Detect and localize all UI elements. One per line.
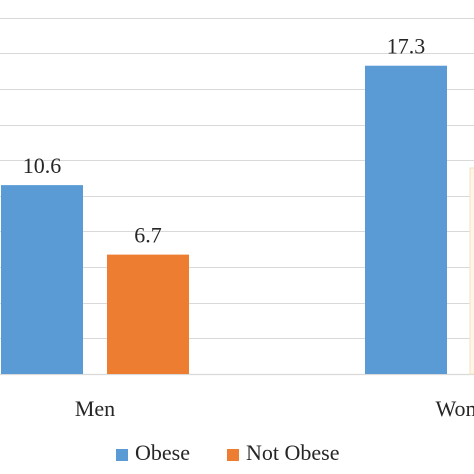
legend-label-not-obese: Not Obese — [246, 440, 339, 465]
bar-partial-edge — [469, 167, 474, 375]
data-label: 17.3 — [387, 34, 426, 59]
bar-obese-wom — [365, 65, 447, 375]
legend-swatch-obese — [116, 449, 128, 461]
bars — [1, 65, 474, 375]
data-label: 10.6 — [23, 153, 62, 178]
data-labels: 10.6 6.7 17.3 — [23, 34, 426, 248]
bar-not-obese-men — [107, 254, 189, 374]
category-label-men: Men — [75, 396, 115, 421]
category-label-wom: Wom — [435, 396, 474, 421]
legend: Obese Not Obese — [116, 440, 339, 465]
category-labels: Men Wom — [75, 396, 474, 421]
data-label: 6.7 — [134, 223, 162, 248]
legend-swatch-not-obese — [227, 449, 239, 461]
bar-obese-men — [1, 185, 83, 374]
legend-label-obese: Obese — [135, 440, 190, 465]
